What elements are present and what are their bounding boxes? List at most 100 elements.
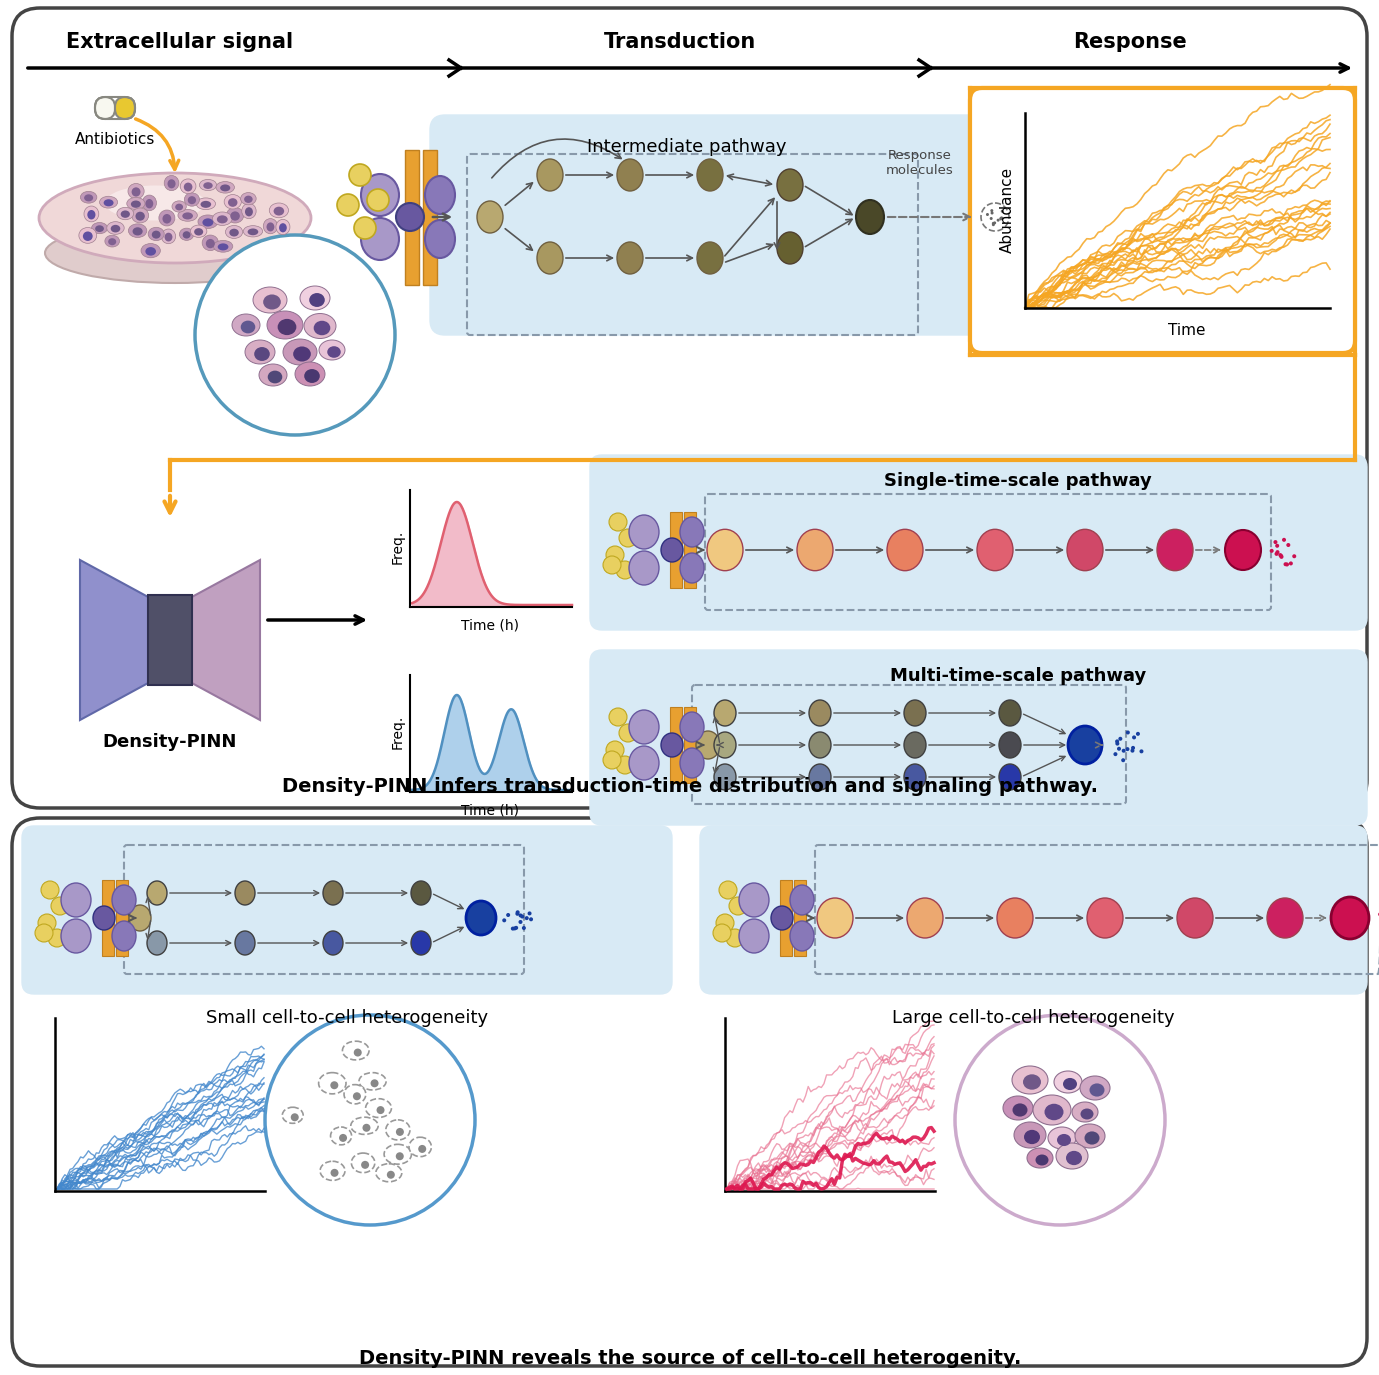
Circle shape	[1113, 752, 1117, 756]
Ellipse shape	[466, 901, 496, 935]
Ellipse shape	[178, 209, 197, 221]
Ellipse shape	[771, 906, 793, 930]
Ellipse shape	[87, 210, 95, 220]
Ellipse shape	[309, 293, 325, 307]
Circle shape	[516, 910, 520, 914]
Circle shape	[1116, 740, 1120, 744]
Ellipse shape	[1044, 1104, 1063, 1121]
Ellipse shape	[245, 340, 274, 364]
Circle shape	[729, 896, 747, 914]
Ellipse shape	[536, 160, 563, 191]
Ellipse shape	[283, 340, 317, 364]
Ellipse shape	[809, 700, 832, 726]
Circle shape	[34, 924, 52, 942]
Circle shape	[371, 1079, 379, 1088]
Ellipse shape	[294, 346, 310, 362]
Circle shape	[619, 529, 637, 547]
Ellipse shape	[163, 214, 171, 224]
Circle shape	[1118, 737, 1123, 741]
Circle shape	[1000, 216, 1004, 220]
Text: Abundance: Abundance	[1000, 166, 1015, 253]
Ellipse shape	[145, 199, 153, 209]
Ellipse shape	[148, 881, 167, 905]
Ellipse shape	[359, 1072, 386, 1090]
Ellipse shape	[277, 319, 296, 336]
Ellipse shape	[266, 223, 274, 231]
Ellipse shape	[141, 243, 160, 257]
Ellipse shape	[323, 931, 343, 956]
Text: Single-time-scale pathway: Single-time-scale pathway	[884, 472, 1151, 490]
Bar	[423, 150, 437, 285]
Ellipse shape	[680, 517, 705, 547]
Ellipse shape	[696, 732, 720, 759]
Bar	[405, 150, 419, 285]
Ellipse shape	[283, 1107, 303, 1123]
Text: Time (h): Time (h)	[461, 803, 519, 817]
Ellipse shape	[1003, 1096, 1033, 1121]
Ellipse shape	[411, 881, 432, 905]
Polygon shape	[80, 560, 150, 720]
Circle shape	[1000, 217, 1003, 220]
Ellipse shape	[39, 173, 312, 263]
Bar	[670, 707, 683, 782]
Ellipse shape	[164, 232, 172, 242]
Text: Freq.: Freq.	[392, 715, 405, 749]
Ellipse shape	[148, 931, 167, 956]
Text: Intermediate pathway: Intermediate pathway	[587, 138, 787, 155]
Ellipse shape	[319, 1072, 346, 1094]
Ellipse shape	[331, 1128, 352, 1145]
Ellipse shape	[616, 242, 643, 274]
Circle shape	[1125, 747, 1129, 751]
Circle shape	[725, 930, 745, 947]
Circle shape	[1278, 553, 1282, 557]
Ellipse shape	[221, 184, 230, 191]
Ellipse shape	[128, 224, 146, 238]
Circle shape	[349, 164, 371, 186]
Ellipse shape	[159, 210, 175, 226]
Ellipse shape	[385, 1144, 411, 1165]
Bar	[102, 880, 114, 956]
Ellipse shape	[241, 320, 255, 333]
Ellipse shape	[776, 169, 803, 201]
Circle shape	[1276, 543, 1280, 547]
Ellipse shape	[200, 201, 211, 208]
Circle shape	[1131, 745, 1135, 749]
FancyBboxPatch shape	[590, 650, 1367, 825]
Ellipse shape	[117, 208, 134, 220]
Ellipse shape	[1157, 529, 1193, 571]
Ellipse shape	[230, 212, 240, 220]
Ellipse shape	[84, 194, 94, 201]
Circle shape	[1292, 554, 1296, 558]
FancyArrowPatch shape	[135, 120, 179, 169]
Circle shape	[354, 1049, 361, 1056]
Ellipse shape	[1067, 529, 1103, 571]
Ellipse shape	[182, 231, 190, 238]
Ellipse shape	[905, 765, 927, 791]
Circle shape	[530, 917, 534, 921]
Circle shape	[956, 1015, 1165, 1225]
Ellipse shape	[680, 553, 705, 583]
Ellipse shape	[352, 1154, 375, 1173]
Circle shape	[993, 221, 996, 224]
Circle shape	[519, 913, 523, 917]
Ellipse shape	[172, 201, 186, 212]
Ellipse shape	[905, 732, 927, 758]
FancyBboxPatch shape	[701, 826, 1367, 994]
Text: Transduction: Transduction	[604, 32, 756, 52]
Ellipse shape	[131, 187, 141, 197]
Ellipse shape	[707, 529, 743, 571]
Circle shape	[367, 188, 389, 210]
Circle shape	[1274, 551, 1278, 556]
Ellipse shape	[1071, 1101, 1098, 1122]
Circle shape	[992, 221, 994, 226]
Circle shape	[1280, 554, 1284, 558]
Ellipse shape	[907, 898, 943, 938]
Ellipse shape	[80, 191, 97, 204]
Ellipse shape	[1080, 1077, 1110, 1100]
Circle shape	[1285, 562, 1289, 566]
Ellipse shape	[790, 886, 814, 914]
Ellipse shape	[179, 228, 194, 241]
Ellipse shape	[477, 201, 503, 232]
Circle shape	[713, 924, 731, 942]
Ellipse shape	[268, 371, 283, 384]
